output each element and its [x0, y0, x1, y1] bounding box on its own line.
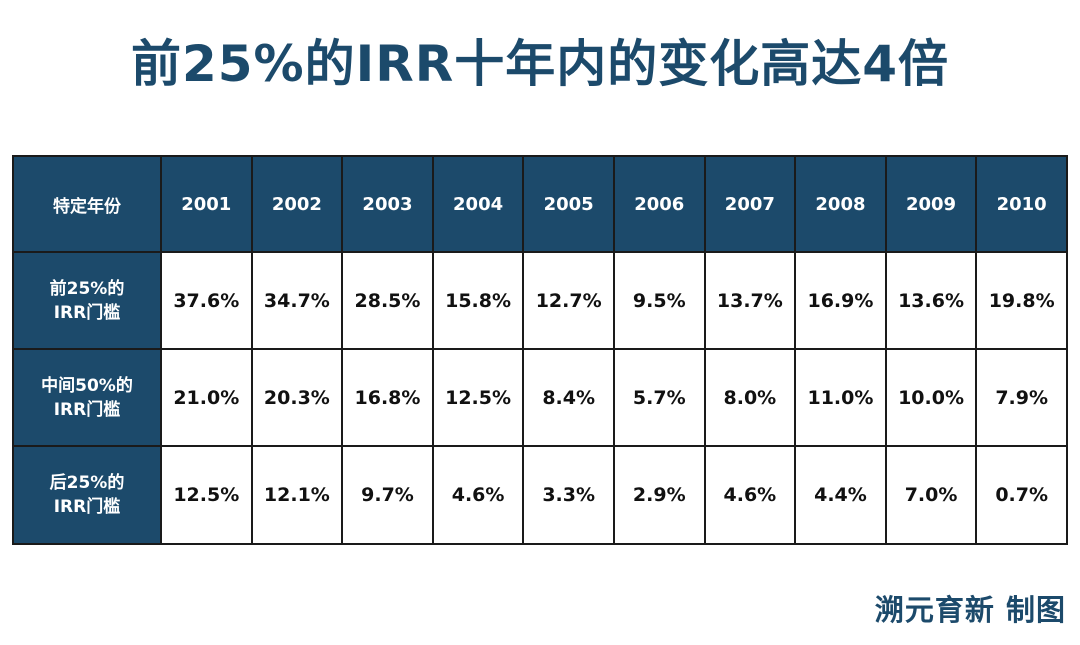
value-cell: 34.7%	[250, 251, 344, 350]
year-header-2010: 2010	[975, 155, 1068, 253]
value-cell: 8.0%	[703, 348, 797, 447]
value-cell: 9.7%	[341, 445, 434, 545]
value-cell: 8.4%	[522, 348, 615, 447]
value-cell: 37.6%	[160, 251, 253, 350]
row-header-line: 后25%的	[49, 473, 125, 493]
value-cell: 12.5%	[160, 445, 253, 545]
year-header-2007: 2007	[703, 155, 797, 253]
year-header-2003: 2003	[341, 155, 434, 253]
year-header-2009: 2009	[884, 155, 978, 253]
value-cell: 10.0%	[884, 348, 978, 447]
chart-credit: 溯元育新 制图	[874, 593, 1066, 627]
value-cell: 3.3%	[522, 445, 615, 545]
row-header-bottom-quartile: 后25%的 IRR门槛	[12, 445, 162, 545]
row-header-line: 中间50%的	[41, 375, 133, 396]
row-header-line: IRR门槛	[53, 302, 121, 323]
value-cell: 9.5%	[612, 251, 706, 350]
value-cell: 12.5%	[431, 348, 525, 447]
year-header-2001: 2001	[160, 155, 253, 253]
row-header-line: IRR门槛	[53, 399, 121, 420]
year-header-2002: 2002	[250, 155, 344, 253]
value-cell: 12.7%	[522, 251, 615, 350]
row-header-line: IRR门槛	[53, 497, 121, 517]
chart-title: 前25%的IRR十年内的变化高达4倍	[130, 35, 950, 93]
value-cell: 2.9%	[612, 445, 706, 545]
value-cell: 16.8%	[341, 348, 434, 447]
value-cell: 4.6%	[431, 445, 525, 545]
corner-header-cell: 特定年份	[12, 155, 162, 253]
row-header-line: 前25%的	[49, 278, 125, 299]
table-row-bottom-quartile: 后25%的 IRR门槛 12.5% 12.1% 9.7% 4.6% 3.3% 2…	[12, 445, 1068, 545]
row-header-top-quartile: 前25%的 IRR门槛	[12, 251, 162, 350]
value-cell: 12.1%	[250, 445, 344, 545]
value-cell: 4.6%	[703, 445, 797, 545]
row-header-middle-half: 中间50%的 IRR门槛	[12, 348, 162, 447]
table-row-top-quartile: 前25%的 IRR门槛 37.6% 34.7% 28.5% 15.8% 12.7…	[12, 251, 1068, 350]
value-cell: 13.7%	[703, 251, 797, 350]
value-cell: 28.5%	[341, 251, 434, 350]
header-row: 特定年份 2001 2002 2003 2004 2005 2006 2007 …	[12, 155, 1068, 253]
value-cell: 7.9%	[975, 348, 1068, 447]
year-header-2005: 2005	[522, 155, 615, 253]
year-header-2006: 2006	[612, 155, 706, 253]
value-cell: 11.0%	[794, 348, 887, 447]
value-cell: 0.7%	[975, 445, 1068, 545]
value-cell: 19.8%	[975, 251, 1068, 350]
table-row-middle-half: 中间50%的 IRR门槛 21.0% 20.3% 16.8% 12.5% 8.4…	[12, 348, 1068, 447]
value-cell: 4.4%	[794, 445, 887, 545]
value-cell: 20.3%	[250, 348, 344, 447]
value-cell: 13.6%	[884, 251, 978, 350]
irr-table: 特定年份 2001 2002 2003 2004 2005 2006 2007 …	[12, 155, 1068, 545]
value-cell: 5.7%	[612, 348, 706, 447]
year-header-2008: 2008	[794, 155, 887, 253]
year-header-2004: 2004	[431, 155, 525, 253]
value-cell: 16.9%	[794, 251, 887, 350]
value-cell: 15.8%	[431, 251, 525, 350]
value-cell: 21.0%	[160, 348, 253, 447]
value-cell: 7.0%	[884, 445, 978, 545]
